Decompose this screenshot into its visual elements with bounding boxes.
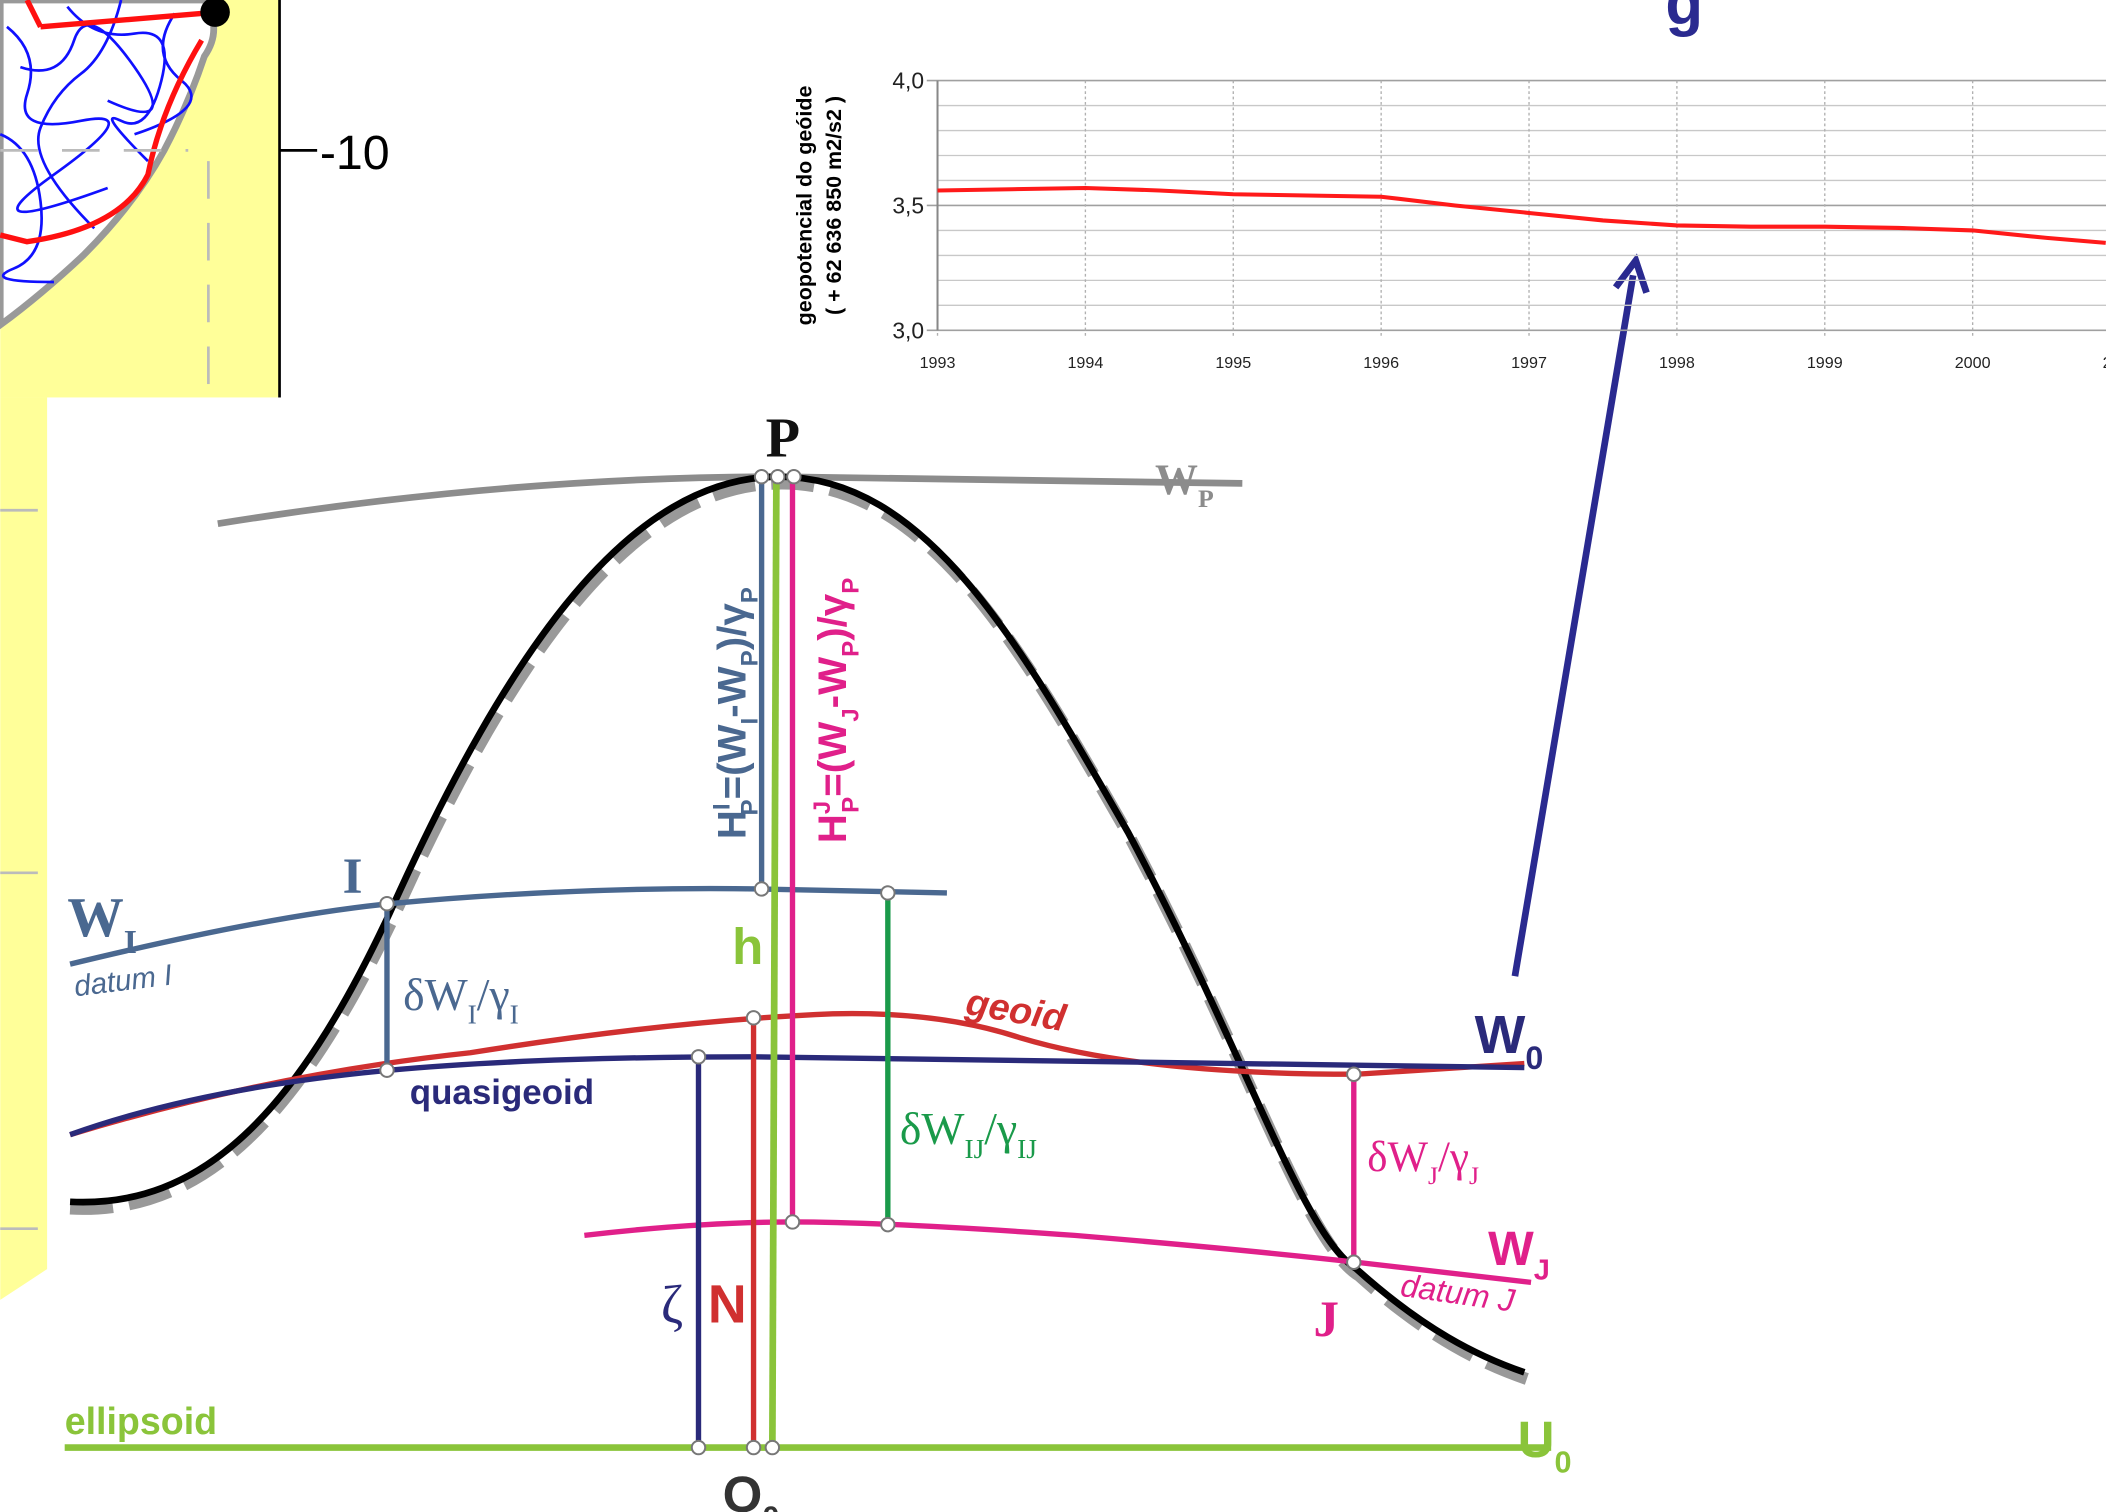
node bbox=[786, 1215, 799, 1228]
x-tick-label: 1994 bbox=[1067, 354, 1103, 372]
label-part: P bbox=[737, 587, 764, 603]
label-part: )/γ bbox=[810, 593, 855, 641]
x-tick-label: 2000 bbox=[1955, 354, 1991, 372]
node bbox=[747, 1011, 760, 1024]
node bbox=[881, 886, 894, 899]
x-tick-label: 1999 bbox=[1807, 354, 1843, 372]
label-part: 0 bbox=[1554, 1445, 1571, 1479]
label-part: I bbox=[737, 718, 764, 725]
label-part: P bbox=[837, 578, 864, 594]
y-tick-label: 4,0 bbox=[892, 68, 924, 94]
label-part: W bbox=[67, 887, 123, 949]
page: -10 bbox=[0, 0, 2106, 1512]
label-part: H bbox=[810, 814, 855, 843]
y-axis-label: ( + 62 636 850 m2/s2 ) bbox=[822, 96, 846, 315]
label-part: 0 bbox=[762, 1500, 779, 1512]
map-lat-label: -10 bbox=[320, 126, 390, 180]
label-part: J bbox=[1534, 1254, 1550, 1286]
label-part: P bbox=[737, 799, 764, 815]
label-part: -W bbox=[709, 666, 754, 717]
label-part: I bbox=[708, 803, 735, 810]
diagram-label: P bbox=[766, 408, 800, 470]
label-part: IJ bbox=[965, 1134, 985, 1164]
label-part: /γ bbox=[984, 1103, 1017, 1154]
node bbox=[1347, 1256, 1360, 1269]
label-part: δW bbox=[403, 969, 468, 1020]
diagram-panel bbox=[47, 397, 1578, 1512]
diagram-label: J bbox=[1314, 1292, 1340, 1348]
label-part: /γ bbox=[1438, 1134, 1469, 1181]
node bbox=[692, 1050, 705, 1063]
label-part: J bbox=[1469, 1161, 1479, 1190]
label-part: 0 bbox=[1525, 1040, 1543, 1076]
series-line bbox=[938, 188, 2106, 243]
label-part: W bbox=[1155, 457, 1198, 504]
label-part: /γ bbox=[477, 969, 510, 1020]
diagram-label: N bbox=[708, 1275, 747, 1335]
diagram-label: I bbox=[343, 849, 363, 905]
label-part: P bbox=[837, 641, 864, 657]
diagram-label: ellipsoid bbox=[65, 1400, 217, 1442]
node bbox=[692, 1441, 705, 1454]
label-part: P bbox=[837, 797, 864, 813]
chart: g 3,0 3,5 4,0 1993 1994 1995 1996 1997 1998 1999 20… bbox=[792, 0, 2106, 372]
node bbox=[755, 882, 768, 895]
x-tick-label: 1993 bbox=[920, 354, 956, 372]
label-part: δW bbox=[1367, 1134, 1428, 1181]
y-tick-label: 3,0 bbox=[892, 317, 924, 343]
diagram-label: h bbox=[732, 918, 763, 975]
x-tick-label: 1997 bbox=[1511, 354, 1547, 372]
label-part: -W bbox=[810, 657, 855, 708]
x-tick-label: 2001 bbox=[2103, 354, 2106, 372]
node bbox=[747, 1441, 760, 1454]
node bbox=[380, 897, 393, 910]
label-part: J bbox=[837, 708, 864, 721]
label-part: P bbox=[737, 650, 764, 666]
label-part: IJ bbox=[1017, 1134, 1037, 1164]
diagram-label: quasigeoid bbox=[410, 1073, 594, 1112]
node bbox=[787, 470, 800, 483]
node bbox=[1347, 1068, 1360, 1081]
label-part: I bbox=[468, 999, 477, 1029]
x-tick-label: 1995 bbox=[1215, 354, 1251, 372]
x-tick-label: 1998 bbox=[1659, 354, 1695, 372]
node bbox=[380, 1064, 393, 1077]
label-part: U bbox=[1518, 1411, 1555, 1468]
label-part: =(W bbox=[810, 722, 855, 797]
height-h bbox=[772, 477, 776, 1448]
label-part: I bbox=[510, 999, 519, 1029]
chart-title: g bbox=[1665, 0, 1703, 38]
scene: -10 bbox=[0, 0, 2106, 1512]
label-part: =(W bbox=[709, 724, 754, 799]
label-part: P bbox=[1198, 484, 1214, 513]
label-part: J bbox=[809, 801, 836, 814]
label-part: Q bbox=[723, 1466, 763, 1512]
node bbox=[771, 470, 784, 483]
label-part: W bbox=[1475, 1005, 1526, 1065]
x-tick-label: 1996 bbox=[1363, 354, 1399, 372]
label-part: )/γ bbox=[709, 603, 754, 651]
label-part: W bbox=[1488, 1222, 1534, 1276]
label-part: δW bbox=[900, 1103, 965, 1154]
node bbox=[766, 1441, 779, 1454]
y-tick-label: 3,5 bbox=[892, 193, 924, 219]
diagram-label: ζ bbox=[661, 1275, 683, 1335]
y-axis-label: geopotencial do geóide bbox=[792, 86, 816, 326]
label-part: J bbox=[1428, 1161, 1438, 1190]
node bbox=[755, 470, 768, 483]
label-part: I bbox=[124, 924, 137, 961]
map-sea bbox=[0, 397, 47, 1299]
node bbox=[881, 1218, 894, 1231]
